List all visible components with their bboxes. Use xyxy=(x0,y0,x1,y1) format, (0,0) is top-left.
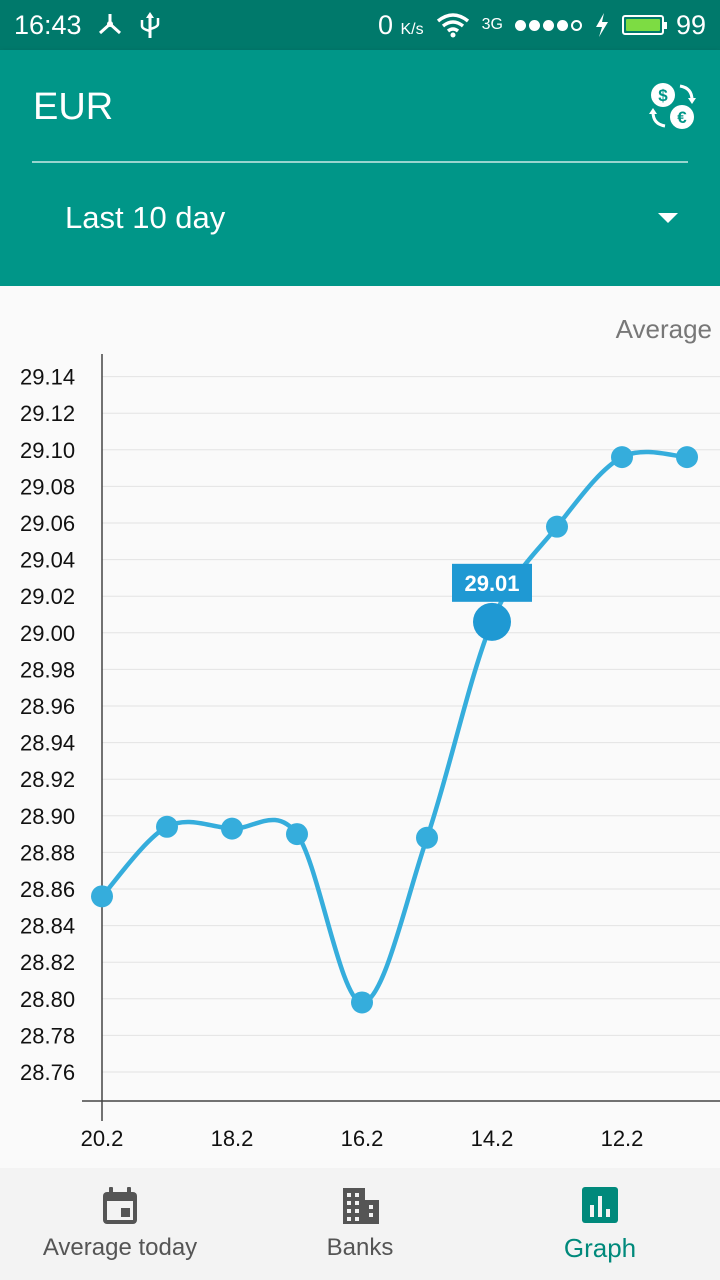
y-tick-label: 29.08 xyxy=(20,474,75,499)
svg-text:€: € xyxy=(677,108,687,127)
signal-strength-icon xyxy=(514,19,582,31)
bar-chart-icon xyxy=(582,1186,618,1223)
y-tick-label: 29.14 xyxy=(20,365,75,390)
currency-exchange-icon[interactable]: $ € xyxy=(646,78,700,134)
data-point xyxy=(91,885,113,908)
nav-average-today[interactable]: Average today xyxy=(0,1168,240,1280)
x-tick-label: 20.2 xyxy=(81,1126,124,1151)
y-tick-label: 29.00 xyxy=(20,621,75,646)
usb-icon xyxy=(140,12,159,38)
data-point xyxy=(611,446,633,469)
period-dropdown[interactable]: Last 10 day xyxy=(32,180,688,256)
y-tick-label: 29.12 xyxy=(20,401,75,426)
y-tick-label: 28.78 xyxy=(20,1023,75,1048)
series-line xyxy=(100,449,688,1005)
x-tick-label: 16.2 xyxy=(341,1126,384,1151)
highlighted-data-point xyxy=(473,602,511,641)
battery-icon xyxy=(621,15,667,35)
svg-text:$: $ xyxy=(658,86,668,105)
status-left: 16:43 xyxy=(14,10,162,41)
y-tick-label: 29.10 xyxy=(20,438,75,463)
data-point xyxy=(286,823,308,846)
y-tick-label: 28.90 xyxy=(20,804,75,829)
x-tick-label: 12.2 xyxy=(601,1126,644,1151)
y-tick-label: 28.92 xyxy=(20,767,75,792)
line-chart[interactable]: 28.76 28.78 28.80 28.82 28.84 28.86 28.88 28.90… xyxy=(0,286,720,1170)
network-speed-unit: K/s xyxy=(400,20,424,38)
currency-title: EUR xyxy=(33,86,114,128)
share-icon xyxy=(98,14,121,35)
x-tick-label: 14.2 xyxy=(471,1126,514,1151)
chart-title: Average xyxy=(615,314,712,344)
nav-graph[interactable]: Graph xyxy=(480,1168,720,1280)
y-tick-label: 28.84 xyxy=(20,914,75,939)
x-tick-label: 18.2 xyxy=(211,1126,254,1151)
y-tick-label: 28.98 xyxy=(20,657,75,682)
data-point xyxy=(416,826,438,849)
y-tick-label: 29.04 xyxy=(20,548,75,573)
app-bar: EUR $ € Last 10 day xyxy=(0,50,720,286)
status-bar: 16:43 0 K/s 3G xyxy=(0,0,720,50)
network-speed-value: 0 xyxy=(377,9,393,40)
y-tick-label: 28.96 xyxy=(20,694,75,719)
y-tick-label: 28.80 xyxy=(20,987,75,1012)
nav-label-average-today: Average today xyxy=(42,1234,198,1261)
y-tick-label: 28.88 xyxy=(20,840,75,865)
calendar-icon xyxy=(103,1187,137,1224)
header-divider xyxy=(32,161,688,163)
network-type: 3G xyxy=(481,16,503,33)
y-tick-label: 28.94 xyxy=(20,731,75,756)
y-tick-label: 29.06 xyxy=(20,511,75,536)
data-point xyxy=(221,817,243,840)
value-tooltip-label: 29.01 xyxy=(464,571,519,596)
period-label: Last 10 day xyxy=(65,200,226,235)
status-right: 0 K/s 3G 99 xyxy=(378,10,706,41)
bottom-navigation: Average today Banks Graph xyxy=(0,1168,720,1280)
y-tick-label: 28.86 xyxy=(20,877,75,902)
wifi-icon xyxy=(436,13,469,38)
y-tick-label: 28.82 xyxy=(20,950,75,975)
data-point xyxy=(546,515,568,538)
nav-label-banks: Banks xyxy=(326,1234,394,1261)
bank-building-icon xyxy=(343,1188,379,1224)
value-tooltip xyxy=(452,563,532,602)
battery-level: 99 xyxy=(675,9,706,40)
nav-banks[interactable]: Banks xyxy=(240,1168,480,1280)
data-point xyxy=(156,815,178,838)
data-point xyxy=(676,446,698,469)
data-point xyxy=(351,991,373,1014)
status-time: 16:43 xyxy=(14,9,82,40)
chart-area: Average 28.76 28.78 28.80 28.82 28.84 28.86 28… xyxy=(0,286,720,1170)
network-speed: 0 K/s xyxy=(378,10,424,41)
y-tick-label: 28.76 xyxy=(20,1060,75,1085)
chevron-down-icon xyxy=(658,213,678,223)
nav-label-graph: Graph xyxy=(563,1232,637,1263)
charging-icon xyxy=(595,13,608,37)
y-tick-label: 29.02 xyxy=(20,584,75,609)
